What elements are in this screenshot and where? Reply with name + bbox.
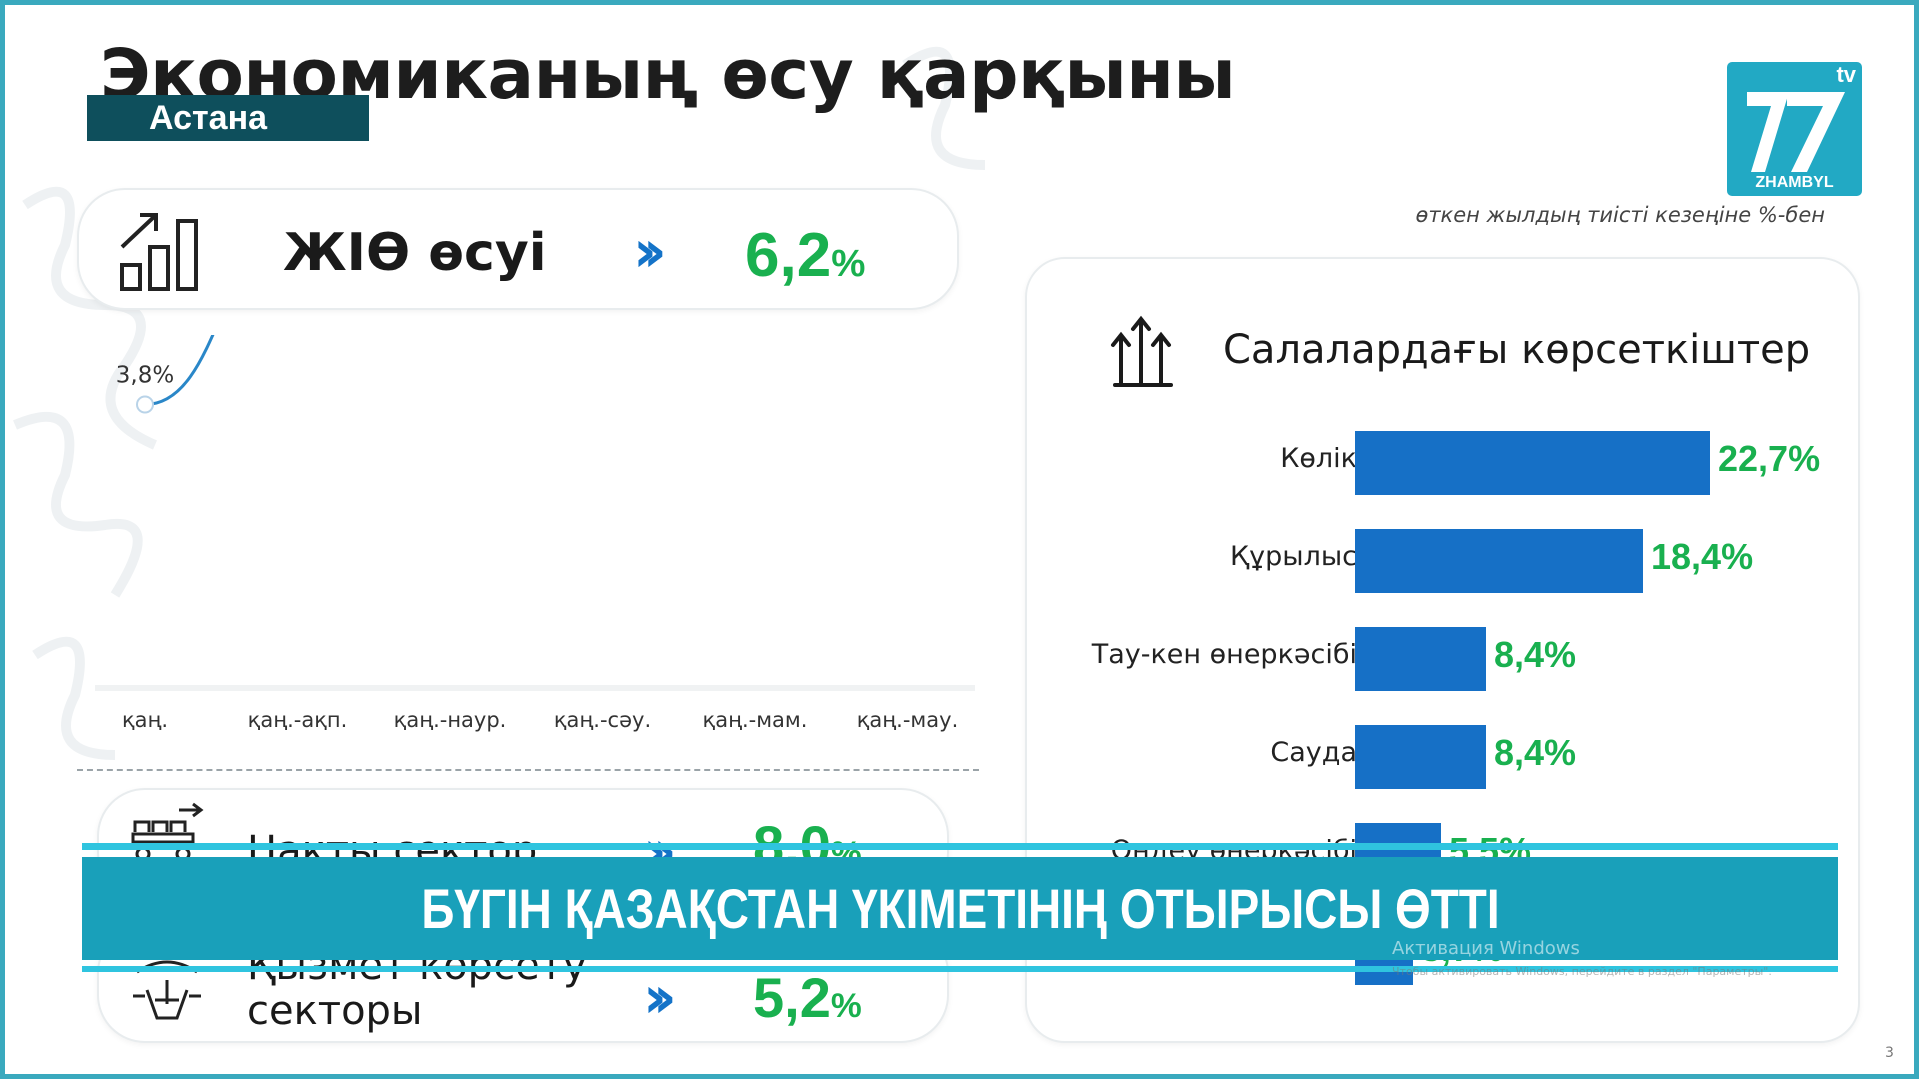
service-icon <box>133 960 201 1020</box>
bar-label: Көлік <box>1280 443 1357 474</box>
service-sector-value-unit: % <box>830 987 862 1025</box>
bar-label: Құрылыс <box>1229 541 1357 572</box>
bar-value-label: 18,4% <box>1651 536 1754 577</box>
gdp-value: 6,2% <box>745 220 865 291</box>
bar <box>1355 431 1710 495</box>
news-ticker: БҮГІН ҚАЗАҚСТАН ҮКІМЕТІНІҢ ОТЫРЫСЫ ӨТТІ <box>82 857 1838 960</box>
comparison-note: өткен жылдың тиісті кезеңіне %-бен <box>1415 203 1825 227</box>
bar-value-label: 22,7% <box>1718 438 1821 479</box>
data-label: 3,8% <box>116 363 174 389</box>
service-sector-value-number: 5,2 <box>753 966 831 1029</box>
x-tick-label: қаң.-наур. <box>394 708 507 732</box>
windows-activation-text: Чтобы активировать Windows, перейдите в … <box>1392 965 1772 978</box>
page-number: 3 <box>1885 1045 1894 1061</box>
bar-value-label: 8,4% <box>1494 634 1577 675</box>
bar <box>1355 627 1486 691</box>
divider <box>77 769 979 771</box>
arrows-up-icon <box>1111 315 1173 387</box>
industries-title: Салалардағы көрсеткіштер <box>1223 327 1811 373</box>
channel-logo-brand: ZHAMBYL <box>1755 174 1834 191</box>
chevron-right-icon: ›› <box>643 963 677 1031</box>
service-sector-label-line2: секторы <box>247 988 423 1034</box>
chart-baseline <box>95 685 975 691</box>
bar <box>1355 725 1486 789</box>
ticker-headline: БҮГІН ҚАЗАҚСТАН ҮКІМЕТІНІҢ ОТЫРЫСЫ ӨТТІ <box>420 877 1500 940</box>
gdp-value-number: 6,2 <box>745 221 832 290</box>
gdp-value-unit: % <box>831 242 866 285</box>
x-tick-label: қаң.-сәу. <box>554 708 651 732</box>
x-tick-label: қаң. <box>122 708 168 732</box>
service-sector-value: 5,2% <box>753 965 862 1030</box>
gdp-line-chart: 3,8%қаң.5,4%қаң.-ақп.5,6%қаң.-наур.6,0%қ… <box>95 335 975 732</box>
x-tick-label: қаң.-ақп. <box>248 708 348 732</box>
channel-logo: tv ZHAMBYL <box>1727 62 1862 196</box>
bar-row: Сауда 8,4% <box>1035 719 1855 789</box>
bar-value-label: 8,4% <box>1494 732 1577 773</box>
bar-label: Тау-кен өнеркәсібі <box>1091 639 1357 670</box>
bar-row: Құрылыс 18,4% <box>1035 523 1855 593</box>
x-tick-label: қаң.-мам. <box>703 708 808 732</box>
bar-row: Көлік 22,7% <box>1035 425 1855 495</box>
gdp-label: ЖІӨ өсуі <box>283 223 547 283</box>
bar-label: Сауда <box>1270 737 1357 768</box>
x-tick-label: қаң.-мау. <box>857 708 959 732</box>
bar-row: Тау-кен өнеркәсібі 8,4% <box>1035 621 1855 691</box>
seven-seven-icon <box>1747 92 1845 172</box>
city-badge: Астана <box>87 95 369 141</box>
data-point <box>136 395 154 414</box>
bar <box>1355 529 1643 593</box>
ticker-bottom-stripe <box>82 966 1838 972</box>
windows-activation-title: Активация Windows <box>1392 938 1580 959</box>
chevron-right-icon: ›› <box>633 217 667 285</box>
ticker-top-stripe <box>82 843 1838 850</box>
gdp-series-line <box>144 335 215 406</box>
gdp-card <box>77 188 959 310</box>
bar-growth-icon <box>120 213 198 291</box>
channel-logo-tv: tv <box>1836 62 1856 87</box>
